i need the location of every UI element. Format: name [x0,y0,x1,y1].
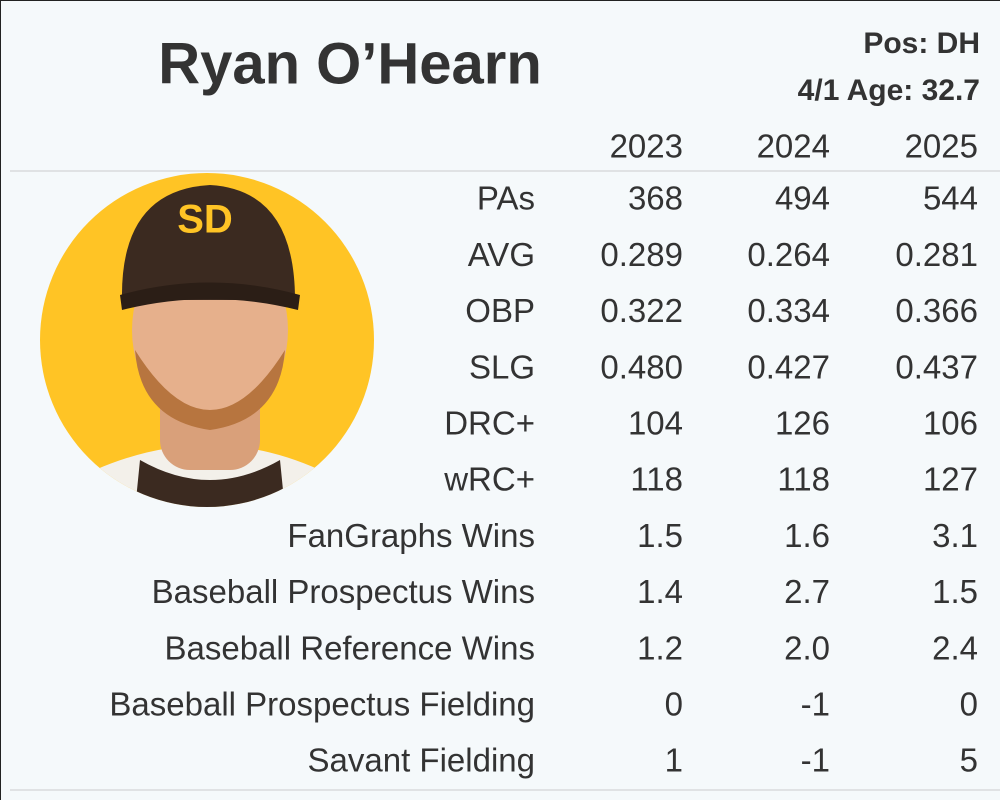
cell-value: -1 [801,742,830,779]
undershirt [135,460,285,507]
cell-value: 0.480 [600,348,683,385]
cap-logo: SD [177,198,233,242]
cell-value: -1 [801,686,830,723]
cell-value: 1.2 [637,629,683,666]
cell-value: 1.5 [932,573,978,610]
cell-value: 1 [665,742,683,779]
cell-value: 544 [923,180,978,217]
cell-value: 0 [960,686,978,723]
column-header: 2023 [610,128,683,165]
player-name: Ryan O’Hearn [158,31,542,96]
cell-value: 104 [628,405,683,442]
cell-value: 0.264 [747,236,830,273]
cell-value: 2.4 [932,629,978,666]
row-label: Savant Fielding [308,742,535,779]
age: 4/1 Age: 32.7 [798,74,980,107]
row-label: OBP [465,292,535,329]
cell-value: 2.7 [784,573,830,610]
beard [135,350,285,430]
cell-value: 127 [923,461,978,498]
cell-value: 3.1 [932,517,978,554]
row-label: Baseball Reference Wins [164,629,535,666]
cell-value: 106 [923,405,978,442]
column-header: 2024 [757,128,830,165]
row-label: Baseball Prospectus Wins [152,573,535,610]
column-header: 2025 [905,128,978,165]
cell-value: 118 [777,461,830,498]
row-label: Baseball Prospectus Fielding [109,686,535,723]
cell-value: 0.289 [600,236,683,273]
cell-value: 0.322 [600,292,683,329]
position: Pos: DH [863,27,980,60]
cell-value: 0.366 [895,292,978,329]
cell-value: 0.437 [895,348,978,385]
cell-value: 1.6 [784,517,830,554]
row-label: PAs [477,180,535,217]
row-label: SLG [469,348,535,385]
cell-value: 1.5 [637,517,683,554]
cell-value: 0.334 [747,292,830,329]
cell-value: 0.281 [895,236,978,273]
cell-value: 118 [630,461,683,498]
cell-value: 0.427 [747,348,830,385]
cell-value: 494 [775,180,830,217]
row-label: DRC+ [444,405,535,442]
row-label: wRC+ [443,461,535,498]
cell-value: 126 [775,405,830,442]
row-label: AVG [468,236,535,273]
cap [121,185,296,300]
cell-value: 5 [960,742,978,779]
cell-value: 2.0 [784,629,830,666]
cell-value: 0 [665,686,683,723]
row-label: FanGraphs Wins [287,517,535,554]
cell-value: 1.4 [637,573,683,610]
cap-brim [120,282,300,310]
cell-value: 368 [628,180,683,217]
